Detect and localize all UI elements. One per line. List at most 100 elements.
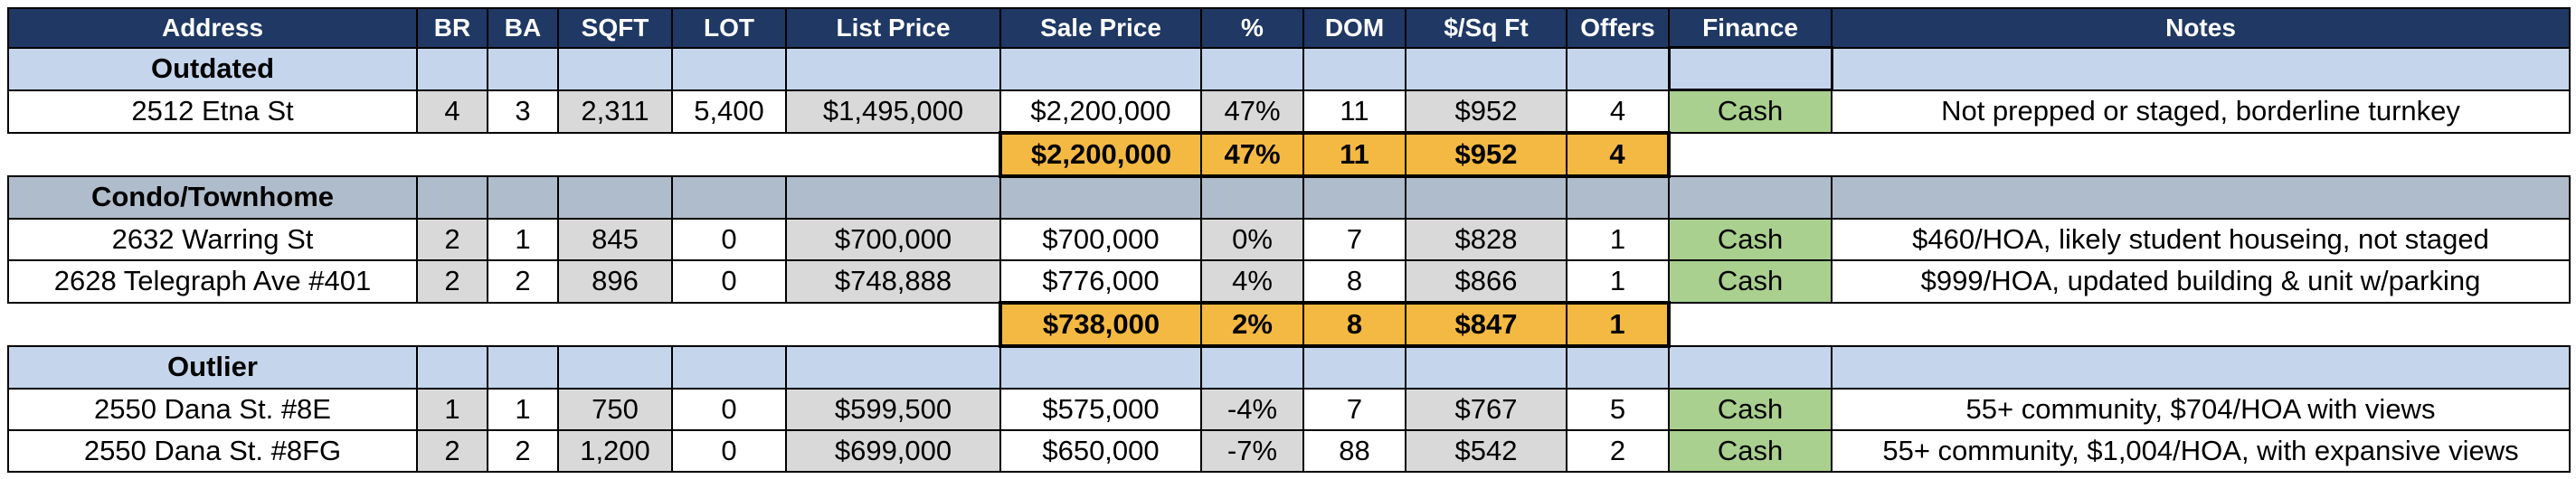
empty-cell[interactable] <box>1405 174 1567 220</box>
dom-cell[interactable]: 8 <box>1302 258 1406 304</box>
empty-cell[interactable] <box>487 46 559 91</box>
header-dom[interactable]: DOM <box>1302 7 1406 49</box>
empty-cell[interactable] <box>671 46 787 91</box>
summary-sale-price[interactable]: $738,000 <box>999 300 1202 348</box>
price-per-sqft-cell[interactable]: $952 <box>1405 89 1567 134</box>
sale-price-cell[interactable]: $700,000 <box>999 217 1202 261</box>
summary-dom[interactable]: 8 <box>1302 300 1406 348</box>
empty-cell[interactable] <box>1566 46 1670 91</box>
list-price-cell[interactable]: $700,000 <box>785 217 1001 261</box>
section-label[interactable]: Outdated <box>7 46 418 91</box>
header-ba[interactable]: BA <box>487 7 559 49</box>
empty-cell[interactable] <box>1200 46 1304 91</box>
finance-cell[interactable]: Cash <box>1668 428 1833 473</box>
empty-cell[interactable] <box>1405 344 1567 390</box>
percent-cell[interactable]: 0% <box>1200 217 1304 261</box>
empty-cell[interactable] <box>1302 174 1406 220</box>
empty-cell[interactable] <box>557 174 673 220</box>
summary-price-per-sqft[interactable]: $847 <box>1405 300 1567 348</box>
sqft-cell[interactable]: 2,311 <box>557 89 673 134</box>
empty-cell[interactable] <box>1668 174 1833 220</box>
empty-cell[interactable] <box>785 46 1001 91</box>
empty-cell[interactable] <box>1831 344 2571 390</box>
finance-cell[interactable]: Cash <box>1668 387 1833 431</box>
header-lot[interactable]: LOT <box>671 7 787 49</box>
empty-cell[interactable] <box>1831 174 2571 220</box>
empty-cell[interactable] <box>999 46 1202 91</box>
empty-cell[interactable] <box>1405 46 1567 91</box>
empty-cell[interactable] <box>1566 174 1670 220</box>
dom-cell[interactable]: 11 <box>1302 89 1406 134</box>
empty-cell[interactable] <box>1200 344 1304 390</box>
price-per-sqft-cell[interactable]: $542 <box>1405 428 1567 473</box>
empty-cell[interactable] <box>416 344 488 390</box>
finance-cell[interactable]: Cash <box>1668 217 1833 261</box>
header-price-per-sqft[interactable]: $/Sq Ft <box>1405 7 1567 49</box>
empty-cell[interactable] <box>1667 46 1833 91</box>
ba-cell[interactable]: 1 <box>487 387 559 431</box>
percent-cell[interactable]: 47% <box>1200 89 1304 134</box>
notes-cell[interactable]: Not prepped or staged, borderline turnke… <box>1831 89 2571 134</box>
sale-price-cell[interactable]: $650,000 <box>999 428 1202 473</box>
sqft-cell[interactable]: 896 <box>557 258 673 304</box>
dom-cell[interactable]: 7 <box>1302 217 1406 261</box>
header-list-price[interactable]: List Price <box>785 7 1001 49</box>
summary-dom[interactable]: 11 <box>1302 130 1406 178</box>
header-address[interactable]: Address <box>7 7 418 49</box>
empty-cell[interactable] <box>1200 174 1304 220</box>
empty-cell[interactable] <box>999 174 1202 220</box>
header-sqft[interactable]: SQFT <box>557 7 673 49</box>
summary-offers[interactable]: 1 <box>1566 300 1671 348</box>
offers-cell[interactable]: 1 <box>1566 258 1670 304</box>
lot-cell[interactable]: 0 <box>671 258 787 304</box>
list-price-cell[interactable]: $748,888 <box>785 258 1001 304</box>
br-cell[interactable]: 4 <box>416 89 488 134</box>
dom-cell[interactable]: 88 <box>1302 428 1406 473</box>
header-notes[interactable]: Notes <box>1831 7 2571 49</box>
sqft-cell[interactable]: 845 <box>557 217 673 261</box>
offers-cell[interactable]: 4 <box>1566 89 1670 134</box>
address-cell[interactable]: 2632 Warring St <box>7 217 418 261</box>
offers-cell[interactable]: 1 <box>1566 217 1670 261</box>
empty-cell[interactable] <box>487 344 559 390</box>
br-cell[interactable]: 2 <box>416 258 488 304</box>
empty-cell[interactable] <box>1302 344 1406 390</box>
summary-percent[interactable]: 2% <box>1200 300 1304 348</box>
offers-cell[interactable]: 2 <box>1566 428 1670 473</box>
empty-cell[interactable] <box>785 174 1001 220</box>
empty-cell[interactable] <box>416 46 488 91</box>
percent-cell[interactable]: -4% <box>1200 387 1304 431</box>
summary-sale-price[interactable]: $2,200,000 <box>999 130 1202 178</box>
ba-cell[interactable]: 2 <box>487 428 559 473</box>
sale-price-cell[interactable]: $2,200,000 <box>999 89 1202 134</box>
br-cell[interactable]: 2 <box>416 428 488 473</box>
address-cell[interactable]: 2550 Dana St. #8E <box>7 387 418 431</box>
empty-cell[interactable] <box>1302 46 1406 91</box>
lot-cell[interactable]: 0 <box>671 387 787 431</box>
finance-cell[interactable]: Cash <box>1668 89 1833 134</box>
ba-cell[interactable]: 2 <box>487 258 559 304</box>
offers-cell[interactable]: 5 <box>1566 387 1670 431</box>
finance-cell[interactable]: Cash <box>1668 258 1833 304</box>
summary-percent[interactable]: 47% <box>1200 130 1304 178</box>
notes-cell[interactable]: 55+ community, $704/HOA with views <box>1831 387 2571 431</box>
header-offers[interactable]: Offers <box>1566 7 1670 49</box>
empty-cell[interactable] <box>416 174 488 220</box>
ba-cell[interactable]: 1 <box>487 217 559 261</box>
header-sale-price[interactable]: Sale Price <box>999 7 1202 49</box>
price-per-sqft-cell[interactable]: $828 <box>1405 217 1567 261</box>
sale-price-cell[interactable]: $776,000 <box>999 258 1202 304</box>
lot-cell[interactable]: 0 <box>671 217 787 261</box>
address-cell[interactable]: 2512 Etna St <box>7 89 418 134</box>
empty-cell[interactable] <box>557 344 673 390</box>
empty-cell[interactable] <box>785 344 1001 390</box>
empty-cell[interactable] <box>1668 344 1833 390</box>
notes-cell[interactable]: $460/HOA, likely student houseing, not s… <box>1831 217 2571 261</box>
sqft-cell[interactable]: 750 <box>557 387 673 431</box>
lot-cell[interactable]: 0 <box>671 428 787 473</box>
empty-cell[interactable] <box>1566 344 1670 390</box>
sale-price-cell[interactable]: $575,000 <box>999 387 1202 431</box>
section-label[interactable]: Condo/Townhome <box>7 174 418 220</box>
empty-cell[interactable] <box>487 174 559 220</box>
address-cell[interactable]: 2550 Dana St. #8FG <box>7 428 418 473</box>
